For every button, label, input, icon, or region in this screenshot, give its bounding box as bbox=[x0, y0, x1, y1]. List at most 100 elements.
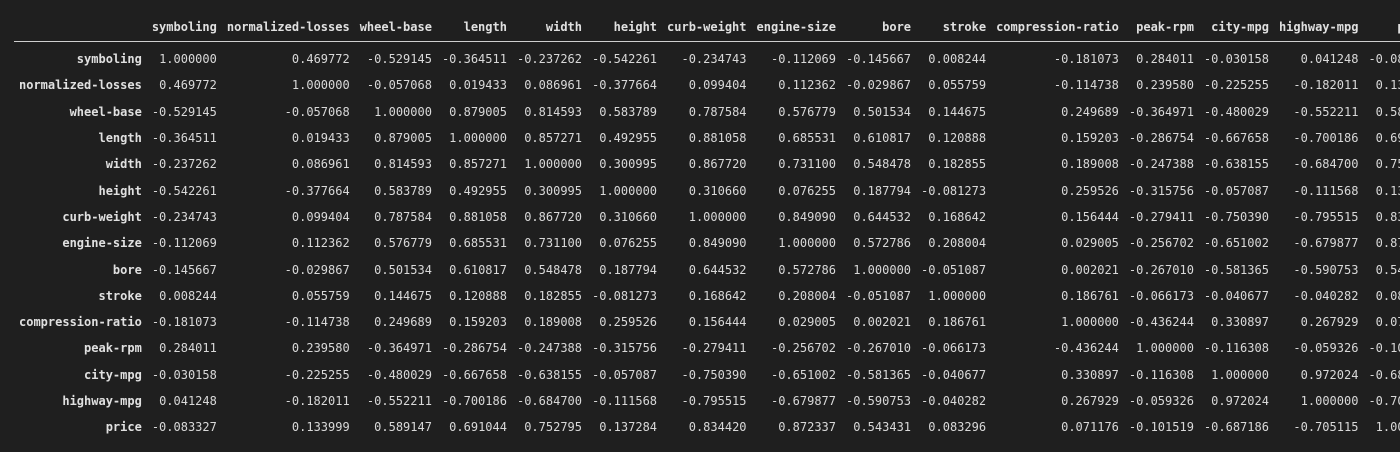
table-cell: -0.590753 bbox=[1293, 262, 1359, 277]
table-cell: -0.234743 bbox=[681, 52, 747, 67]
table-cell: 0.583789 bbox=[599, 104, 658, 119]
table-cell: 0.259526 bbox=[599, 315, 658, 330]
table-cell: 1.000000 bbox=[524, 157, 582, 172]
table-cell: 0.144675 bbox=[928, 104, 987, 119]
table-cell: -0.225255 bbox=[1203, 78, 1269, 93]
table-cell: 1.000000 bbox=[928, 288, 987, 303]
table-cell: 0.501534 bbox=[374, 262, 432, 277]
row-label: stroke bbox=[98, 288, 142, 303]
column-header: city-mpg bbox=[1198, 14, 1274, 42]
table-cell: 0.492955 bbox=[449, 183, 507, 198]
column-header: price bbox=[1363, 14, 1400, 42]
table-cell: 0.029005 bbox=[778, 315, 836, 330]
table-cell: -0.111568 bbox=[592, 394, 658, 408]
table-cell: -0.705115 bbox=[1368, 394, 1400, 408]
row-label: engine-size bbox=[62, 236, 142, 251]
table-cell: -0.029867 bbox=[284, 262, 350, 277]
table-cell: 0.156444 bbox=[1061, 209, 1119, 224]
table-row: highway-mpg 0.041248 -0.182011 -0.552211 -0.… bbox=[14, 388, 1400, 414]
table-cell: 0.189008 bbox=[524, 315, 582, 330]
table-cell: 0.589147 bbox=[1375, 104, 1400, 119]
table-cell: -0.529145 bbox=[151, 104, 217, 119]
table-cell: -0.436244 bbox=[1053, 341, 1119, 356]
table-cell: -0.237262 bbox=[151, 157, 217, 172]
table-cell: -0.181073 bbox=[1053, 52, 1119, 67]
table-body: symboling 1.000000 0.469772 -0.529145 -0.364… bbox=[14, 42, 1400, 441]
table-row: symboling 1.000000 0.469772 -0.529145 -0.364… bbox=[14, 42, 1400, 73]
table-cell: -0.684700 bbox=[1293, 157, 1359, 172]
table-cell: 0.867720 bbox=[688, 157, 747, 172]
table-cell: 0.156444 bbox=[688, 315, 747, 330]
table-cell: -0.364971 bbox=[366, 341, 432, 356]
table-cell: 0.857271 bbox=[449, 157, 507, 172]
table-cell: -0.181073 bbox=[151, 315, 217, 330]
column-header: symboling bbox=[146, 14, 222, 42]
table-cell: 0.071176 bbox=[1061, 420, 1119, 435]
table-cell: 0.133999 bbox=[291, 420, 350, 435]
table-cell: -0.059326 bbox=[1128, 394, 1194, 408]
column-header: engine-size bbox=[751, 14, 841, 42]
row-label: price bbox=[105, 420, 142, 435]
table-cell: 0.002021 bbox=[853, 315, 912, 330]
table-cell: 0.849090 bbox=[778, 209, 836, 224]
table-cell: 0.008244 bbox=[159, 288, 217, 303]
table-cell: -0.112069 bbox=[151, 236, 217, 251]
table-cell: 0.610817 bbox=[449, 262, 507, 277]
table-cell: 1.000000 bbox=[374, 104, 432, 119]
table-cell: -0.101519 bbox=[1128, 420, 1194, 435]
table-cell: 0.834420 bbox=[688, 420, 747, 435]
table-cell: -0.679877 bbox=[770, 394, 836, 408]
table-cell: -0.667658 bbox=[441, 367, 507, 382]
table-cell: -0.101519 bbox=[1368, 341, 1400, 356]
table-cell: 0.731100 bbox=[778, 157, 836, 172]
table-cell: 0.159203 bbox=[1061, 131, 1119, 146]
table-cell: -0.684700 bbox=[516, 394, 582, 408]
table-cell: -0.480029 bbox=[366, 367, 432, 382]
table-cell: -0.377664 bbox=[592, 78, 658, 93]
table-cell: -0.377664 bbox=[284, 183, 350, 198]
table-cell: -0.315756 bbox=[592, 341, 658, 356]
table-cell: 0.259526 bbox=[1061, 183, 1119, 198]
row-label: highway-mpg bbox=[62, 394, 142, 408]
table-cell: 0.492955 bbox=[599, 131, 658, 146]
row-label: width bbox=[105, 157, 142, 172]
table-cell: 0.501534 bbox=[853, 104, 912, 119]
table-cell: 0.182855 bbox=[524, 288, 582, 303]
table-cell: -0.083327 bbox=[151, 420, 217, 435]
table-cell: 0.099404 bbox=[291, 209, 350, 224]
table-cell: 0.168642 bbox=[928, 209, 987, 224]
table-row: width -0.237262 0.086961 0.814593 0.857271 1.… bbox=[14, 151, 1400, 177]
table-cell: 0.186761 bbox=[928, 315, 987, 330]
table-cell: -0.315756 bbox=[1128, 183, 1194, 198]
table-cell: 0.610817 bbox=[853, 131, 912, 146]
table-cell: -0.552211 bbox=[1293, 104, 1359, 119]
table-cell: 0.120888 bbox=[928, 131, 987, 146]
table-cell: 0.071176 bbox=[1375, 315, 1400, 330]
table-cell: -0.030158 bbox=[1203, 52, 1269, 67]
column-header: wheel-base bbox=[354, 14, 437, 42]
table-cell: -0.667658 bbox=[1203, 131, 1269, 146]
table-row: normalized-losses 0.469772 1.000000 -0.0570… bbox=[14, 72, 1400, 98]
table-cell: 0.187794 bbox=[853, 183, 912, 198]
table-row: stroke 0.008244 0.055759 0.144675 0.120888 0.… bbox=[14, 283, 1400, 309]
table-cell: 0.029005 bbox=[1061, 236, 1119, 251]
table-cell: -0.247388 bbox=[516, 341, 582, 356]
table-cell: 1.000000 bbox=[778, 236, 836, 251]
table-row: curb-weight -0.234743 0.099404 0.787584 0.88… bbox=[14, 204, 1400, 230]
table-cell: 0.249689 bbox=[374, 315, 432, 330]
table-cell: -0.529145 bbox=[366, 52, 432, 67]
table-cell: 1.000000 bbox=[449, 131, 507, 146]
table-cell: -0.057087 bbox=[1203, 183, 1269, 198]
table-cell: 0.972024 bbox=[1211, 394, 1269, 408]
table-cell: 0.583789 bbox=[374, 183, 432, 198]
column-header: width bbox=[511, 14, 587, 42]
table-cell: -0.480029 bbox=[1203, 104, 1269, 119]
table-cell: -0.286754 bbox=[441, 341, 507, 356]
table-cell: 0.867720 bbox=[524, 209, 582, 224]
row-label: symboling bbox=[76, 52, 142, 67]
table-cell: 0.159203 bbox=[449, 315, 507, 330]
table-cell: 0.099404 bbox=[688, 78, 747, 93]
table-cell: -0.436244 bbox=[1128, 315, 1194, 330]
table-cell: 0.834420 bbox=[1375, 209, 1400, 224]
table-cell: 0.008244 bbox=[928, 52, 987, 67]
